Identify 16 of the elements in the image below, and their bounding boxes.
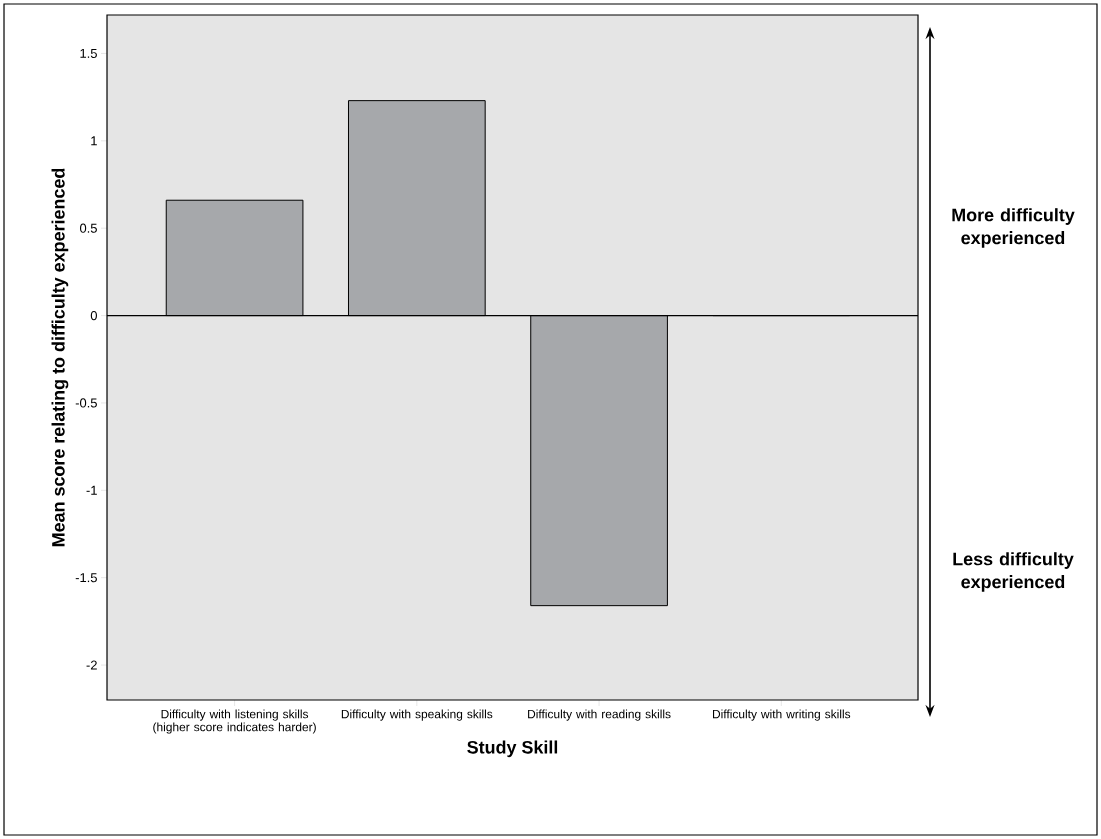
x-tick-label: Difficulty with speaking skills	[341, 709, 493, 721]
text: Less difficulty experienced	[953, 552, 1074, 592]
y-tick-label: -1	[86, 485, 97, 495]
x-tick-label: Difficulty with listening skills (higher score indicates harder)	[153, 709, 316, 734]
y-axis-title: Mean score relating to difficulty experienced	[51, 168, 69, 547]
x-tick-label: Difficulty with reading skills	[528, 709, 671, 721]
y-tick-label: 1.5	[80, 48, 97, 58]
y-tick-label: -1.5	[75, 573, 97, 583]
y-tick-label: 0.5	[79, 223, 97, 233]
x-tick-label: Difficulty with writing skills	[713, 709, 851, 721]
y-tick-label: 1	[91, 136, 97, 146]
y-tick-label: -0.5	[75, 398, 97, 408]
y-tick-label: 0	[90, 310, 97, 321]
y-tick-label: -2	[86, 660, 97, 670]
text: More difficulty experienced	[952, 208, 1075, 248]
x-axis-title: Study Skill	[467, 740, 558, 758]
